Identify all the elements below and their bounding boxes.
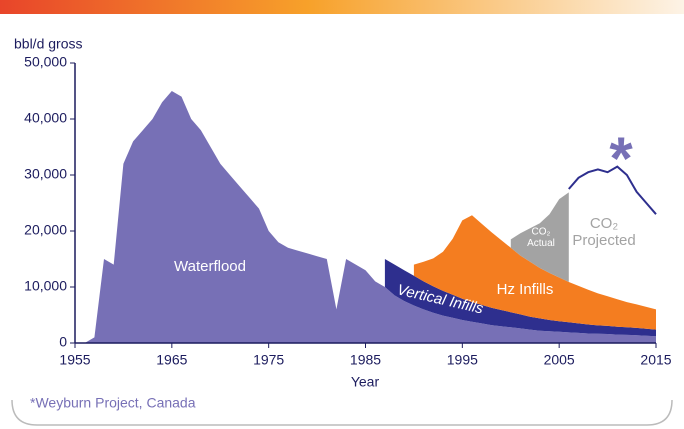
annotation-line: Projected bbox=[572, 232, 635, 249]
annotation-line: CO₂ bbox=[590, 215, 619, 232]
x-tick-label: 2005 bbox=[544, 352, 575, 368]
area bbox=[510, 192, 569, 282]
y-tick-label: 10,000 bbox=[24, 278, 67, 294]
x-tick-label: 1965 bbox=[156, 352, 187, 368]
annotation: * bbox=[609, 125, 633, 192]
annotation: Waterflood bbox=[174, 258, 246, 275]
frame bbox=[11, 399, 673, 426]
top-bar bbox=[0, 0, 684, 14]
footnote: *Weyburn Project, Canada bbox=[30, 395, 196, 411]
x-tick-label: 1955 bbox=[59, 352, 90, 368]
y-tick-label: 30,000 bbox=[24, 166, 67, 182]
annotation-line: Actual bbox=[527, 238, 555, 249]
area bbox=[75, 91, 656, 343]
x-tick-label: 1975 bbox=[253, 352, 284, 368]
annotation: CO₂ Actual bbox=[527, 226, 555, 249]
x-tick-label: 2015 bbox=[640, 352, 671, 368]
y-tick-label: 20,000 bbox=[24, 222, 67, 238]
line bbox=[568, 165, 657, 215]
y-tick-label: 0 bbox=[59, 334, 67, 350]
annotation-line: CO₂ bbox=[532, 226, 551, 237]
area bbox=[384, 259, 656, 337]
x-tick-label: 1985 bbox=[350, 352, 381, 368]
area bbox=[413, 215, 656, 330]
y-axis-label: bbl/d gross bbox=[14, 36, 82, 52]
x-axis-label: Year bbox=[351, 374, 380, 390]
y-tick-label: 40,000 bbox=[24, 110, 67, 126]
annotation: CO₂ Projected bbox=[572, 215, 635, 249]
y-tick-label: 50,000 bbox=[24, 54, 67, 70]
annotation: Hz Infills bbox=[497, 281, 554, 298]
x-tick-label: 1995 bbox=[447, 352, 478, 368]
